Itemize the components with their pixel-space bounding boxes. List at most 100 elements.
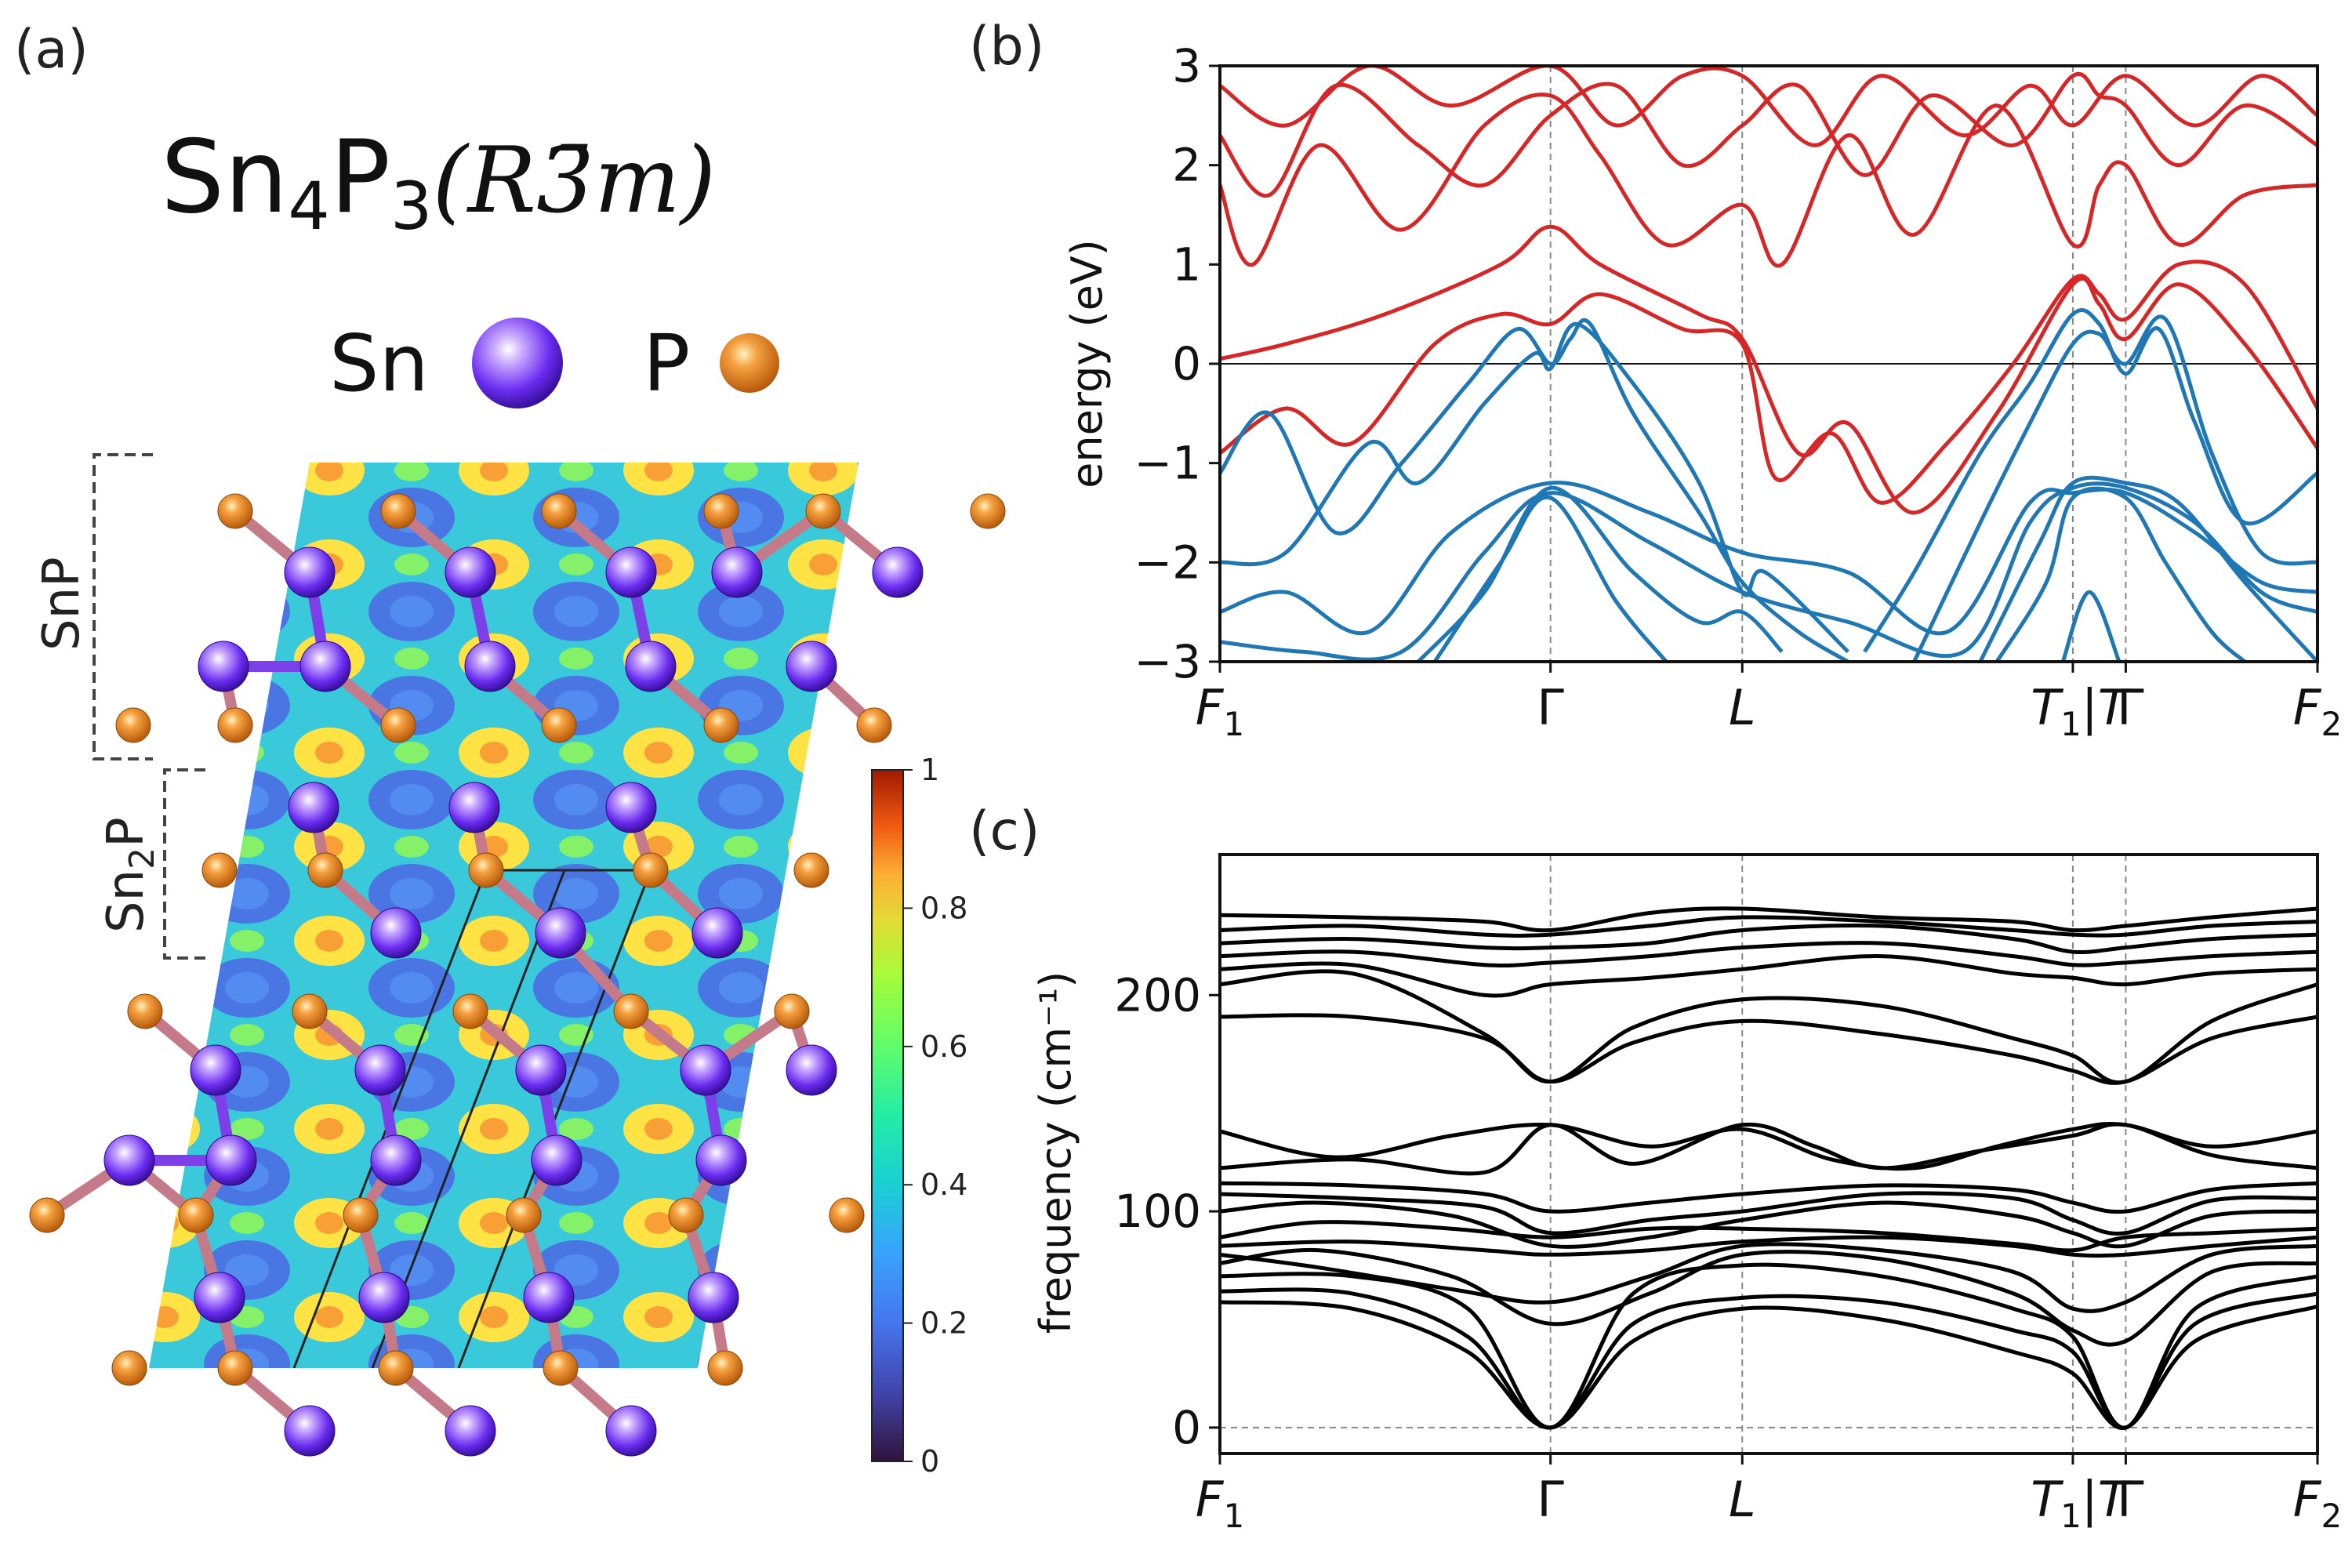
p-atom bbox=[452, 993, 488, 1029]
kpoint-label-2: Γ bbox=[1537, 679, 1564, 736]
p-atom bbox=[543, 1350, 579, 1386]
sn-atom bbox=[691, 907, 743, 959]
p-atom bbox=[307, 852, 343, 888]
p-atom bbox=[468, 852, 504, 888]
series-optical-low-2 bbox=[1220, 1242, 2318, 1313]
p-atom bbox=[506, 1197, 542, 1233]
kpoint-label-1: F1 bbox=[1196, 679, 1244, 743]
p-atom bbox=[29, 1197, 65, 1233]
p-atom bbox=[829, 1197, 865, 1233]
series-conduction-1 bbox=[1220, 224, 2318, 515]
series-conduction-3 bbox=[1220, 93, 2318, 268]
formula-title: Sn4P3(R3̄m) bbox=[161, 119, 716, 245]
panel-b-label: (b) bbox=[969, 16, 1044, 78]
p-atom bbox=[378, 1350, 414, 1386]
series-acoustic-2 bbox=[1220, 1287, 2318, 1430]
sn-atom bbox=[531, 1134, 583, 1186]
p-atom bbox=[343, 1197, 379, 1233]
p-atom bbox=[703, 707, 739, 743]
sn-atom bbox=[605, 782, 657, 833]
panel-c-label: (c) bbox=[969, 800, 1040, 862]
layer-label-sn2p: Sn2P bbox=[97, 817, 162, 933]
sn-atom bbox=[625, 641, 677, 692]
colorbar-tick-label: 0.8 bbox=[920, 891, 967, 925]
formula-element-1: Sn bbox=[161, 119, 288, 236]
sn-atom bbox=[198, 641, 249, 692]
y-tick-label: 100 bbox=[1114, 1185, 1201, 1238]
legend-p-label: P bbox=[643, 318, 690, 409]
p-atom bbox=[292, 993, 328, 1029]
sn-atom bbox=[523, 1272, 575, 1323]
sn-atom bbox=[205, 1134, 257, 1186]
series-optical-high-5 bbox=[1220, 924, 2318, 955]
series-conduction-2 bbox=[1220, 260, 2318, 505]
p-atom bbox=[805, 493, 841, 529]
series-optical-high-7 bbox=[1220, 906, 2318, 933]
y-tick-label: 3 bbox=[1172, 39, 1201, 93]
y-tick-label: 200 bbox=[1114, 968, 1201, 1022]
p-atom bbox=[613, 993, 649, 1029]
sn-atom bbox=[695, 1134, 747, 1186]
series-acoustic-3 bbox=[1220, 1262, 2318, 1430]
legend-sn-atom bbox=[472, 318, 563, 408]
p-atom bbox=[380, 707, 416, 743]
p-atom bbox=[774, 993, 810, 1029]
series-optical-low-7 bbox=[1220, 1181, 2318, 1214]
series-valence-6 bbox=[1220, 481, 2318, 662]
p-atom bbox=[127, 993, 163, 1029]
colorbar: 0 0.2 0.4 0.6 0.8 1 bbox=[871, 753, 967, 1479]
p-atom bbox=[217, 707, 253, 743]
series-optical-high-1 bbox=[1220, 1013, 2318, 1085]
series-valence-11 bbox=[2060, 590, 2122, 662]
p-atom bbox=[703, 493, 739, 529]
legend-p-atom bbox=[720, 333, 779, 393]
series-optical-low-3 bbox=[1220, 1235, 2318, 1258]
colorbar-tick-label: 0.2 bbox=[920, 1306, 967, 1341]
sn-atom bbox=[464, 641, 516, 692]
y-tick-label: 2 bbox=[1172, 139, 1201, 192]
series-optical-high-4 bbox=[1220, 941, 2318, 967]
p-atom bbox=[115, 707, 151, 743]
elf-slice bbox=[149, 463, 858, 1368]
series-optical-low-5 bbox=[1220, 1200, 2318, 1249]
energy-axis-label: energy (eV) bbox=[1062, 239, 1112, 488]
p-atom bbox=[633, 852, 669, 888]
sn-atom bbox=[448, 782, 500, 833]
series-optical-high-3 bbox=[1220, 954, 2318, 998]
sn-atom bbox=[445, 546, 496, 598]
series-conduction-4 bbox=[1220, 72, 2318, 198]
kpoint-label-6: F2 bbox=[2293, 1471, 2342, 1535]
sn-atom bbox=[605, 1405, 657, 1457]
sn-atom bbox=[103, 1134, 155, 1186]
series-valence-5 bbox=[1220, 481, 2318, 636]
y-tick-label: −3 bbox=[1134, 635, 1202, 688]
series-optical-low-6 bbox=[1220, 1191, 2318, 1236]
atoms bbox=[29, 493, 1006, 1457]
p-atom bbox=[856, 707, 892, 743]
sn-atom bbox=[515, 1044, 567, 1096]
series-valence-8 bbox=[1433, 495, 1668, 662]
colorbar-tick-label: 0.4 bbox=[920, 1167, 967, 1202]
series-optical-high-6 bbox=[1220, 915, 2318, 938]
frequency-axis-label: frequency (cm⁻¹) bbox=[1031, 971, 1080, 1334]
colorbar-tick-label: 0.6 bbox=[920, 1029, 967, 1064]
kpoint-label-1: F1 bbox=[1196, 1471, 1244, 1535]
kpoint-label-3: L bbox=[1729, 679, 1756, 736]
series-valence-1 bbox=[1220, 318, 1849, 662]
series-valence-3 bbox=[1863, 308, 2318, 653]
series-valence-9 bbox=[1978, 475, 2318, 662]
p-atom bbox=[707, 1350, 743, 1386]
colorbar-gradient bbox=[871, 769, 904, 1462]
sn-atom bbox=[370, 907, 422, 959]
y-tick-label: −2 bbox=[1134, 535, 1202, 589]
panel-a-label: (a) bbox=[14, 19, 89, 81]
kpoint-label-4: T1|T bbox=[2031, 679, 2130, 743]
sn-atom bbox=[358, 1272, 410, 1323]
series-valence-7 bbox=[1417, 485, 1784, 662]
y-tick-label: 1 bbox=[1172, 238, 1201, 291]
y-tick-label: 0 bbox=[1172, 337, 1201, 390]
sn-atom bbox=[688, 1272, 739, 1323]
p-atom bbox=[217, 493, 253, 529]
y-tick-label: −1 bbox=[1134, 437, 1202, 490]
